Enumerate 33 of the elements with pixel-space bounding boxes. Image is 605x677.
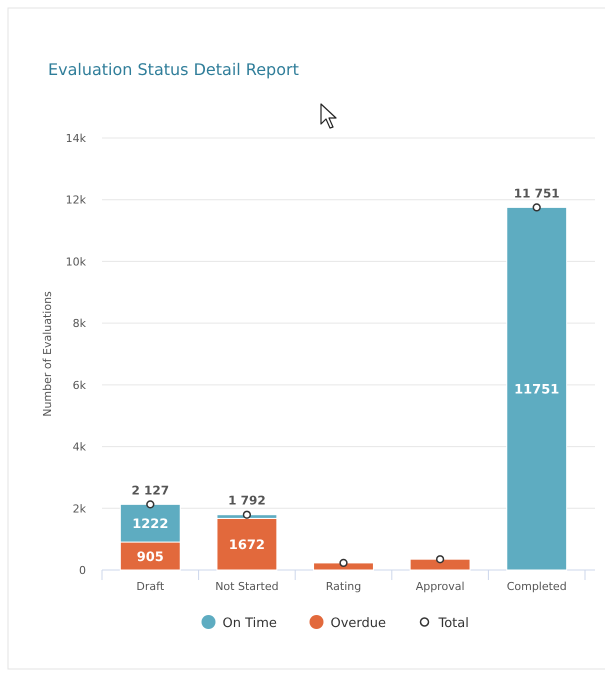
data-label: 1672 bbox=[228, 538, 265, 554]
point bbox=[146, 500, 154, 508]
y-tick-label: 2k bbox=[72, 502, 87, 516]
y-tick-label: 14k bbox=[66, 132, 87, 145]
y-tick-label: 12k bbox=[66, 194, 87, 207]
data-label: 1 792 bbox=[228, 494, 266, 508]
x-tick-label: Draft bbox=[136, 580, 165, 593]
chart-title: Evaluation Status Detail Report bbox=[48, 60, 299, 79]
point bbox=[532, 203, 541, 212]
point bbox=[436, 555, 444, 564]
data-label: 11 751 bbox=[514, 186, 560, 200]
data-label: 11751 bbox=[514, 382, 560, 398]
data-label: 1222 bbox=[132, 517, 168, 532]
x-tick-label: Approval bbox=[416, 580, 465, 593]
x-tick-label: Not Started bbox=[215, 580, 279, 593]
x-tick-label: Rating bbox=[326, 580, 362, 593]
y-tick-label: 10k bbox=[66, 255, 87, 268]
y-tick-label: 8k bbox=[72, 317, 87, 330]
bar bbox=[410, 558, 471, 570]
legend-label: Overdue bbox=[330, 616, 386, 631]
y-tick-label: 0 bbox=[79, 564, 86, 577]
data-label: 905 bbox=[136, 550, 164, 566]
y-axis-title: Number of Evaluations bbox=[41, 290, 54, 417]
point bbox=[242, 510, 252, 519]
y-tick-label: 4k bbox=[72, 440, 87, 454]
bar bbox=[506, 206, 568, 570]
legend-label: Total bbox=[438, 616, 469, 631]
x-tick-label: Completed bbox=[506, 580, 567, 593]
bar bbox=[313, 562, 374, 570]
point bbox=[339, 558, 348, 568]
legend-label: On Time bbox=[222, 616, 277, 631]
y-tick-label: 6k bbox=[72, 378, 87, 392]
data-label: 2 127 bbox=[132, 483, 170, 498]
